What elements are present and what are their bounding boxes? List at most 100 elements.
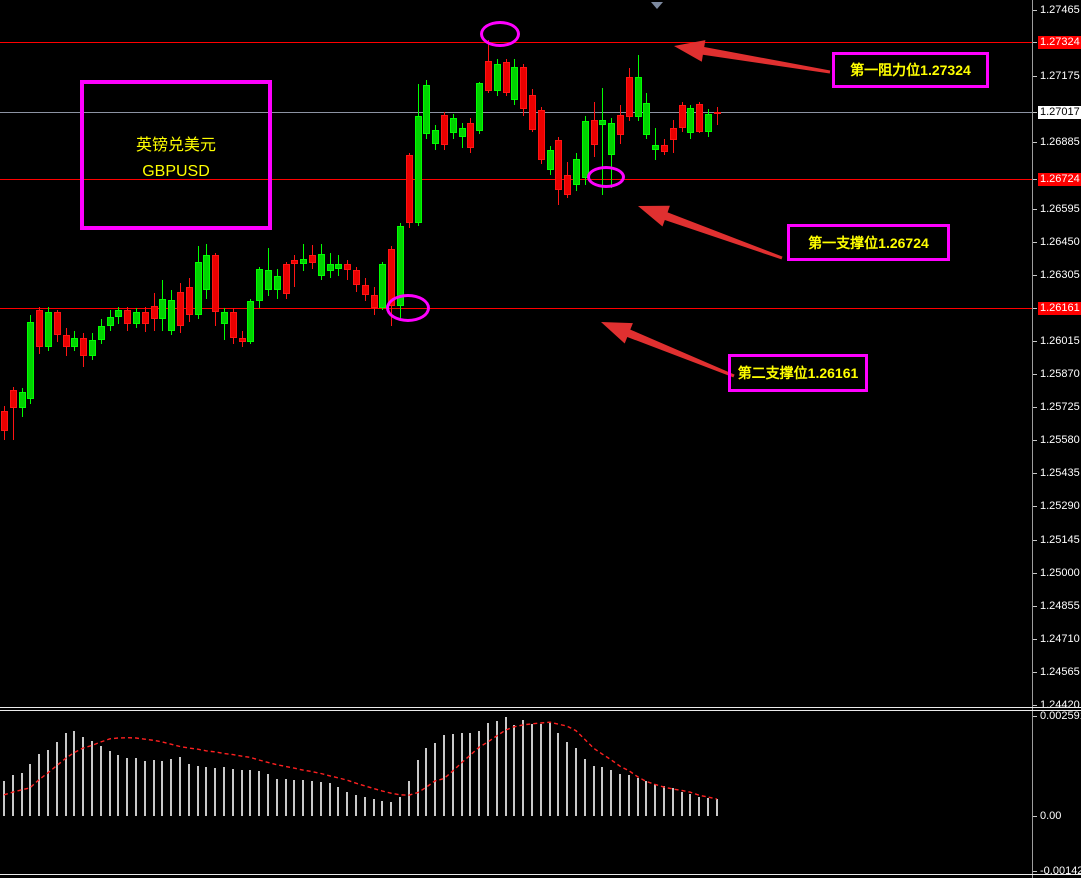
indicator-pane[interactable]: [0, 712, 1032, 874]
price-tick-mark: [1033, 440, 1037, 441]
histogram-bar: [637, 778, 639, 816]
histogram-bar: [21, 773, 23, 816]
price-tick-mark: [1033, 639, 1037, 640]
histogram-bar: [584, 759, 586, 816]
candle: [318, 254, 325, 276]
support1-label: 第一支撑位1.26724: [808, 234, 929, 251]
candle-wick: [655, 128, 656, 160]
support1-label-box[interactable]: 第一支撑位1.26724: [787, 224, 950, 261]
histogram-bar: [628, 775, 630, 816]
candle: [511, 67, 518, 100]
level-line-support2[interactable]: [0, 308, 1032, 309]
price-tick-mark: [1033, 142, 1037, 143]
candle: [379, 264, 386, 308]
histogram-bar: [557, 733, 559, 816]
histogram-bar: [205, 767, 207, 816]
price-tick-label: 1.26015: [1040, 335, 1080, 347]
candle: [415, 116, 422, 223]
bottom-separator: [0, 874, 1081, 875]
indicator-tick-label: 0.002591: [1040, 710, 1081, 722]
histogram-bar: [364, 797, 366, 816]
candle: [309, 255, 316, 263]
candle: [300, 259, 307, 264]
price-tick-label: 1.26724: [1038, 173, 1081, 186]
histogram-bar: [654, 784, 656, 816]
candle: [494, 64, 501, 91]
price-tick-mark: [1033, 573, 1037, 574]
candle: [687, 108, 694, 133]
histogram-bar: [672, 788, 674, 816]
annotation-ellipse-resistance-touch[interactable]: [480, 21, 520, 47]
level-line-current_price[interactable]: [0, 112, 1032, 113]
candle: [54, 312, 61, 335]
histogram-bar: [188, 764, 190, 816]
histogram-bar: [126, 758, 128, 816]
annotation-ellipse-support1-touch[interactable]: [587, 166, 625, 188]
candle: [133, 312, 140, 324]
level-line-resistance1[interactable]: [0, 42, 1032, 43]
indicator-tick-mark: [1033, 716, 1037, 717]
candle: [423, 85, 430, 134]
histogram-bar: [285, 779, 287, 816]
price-tick-label: 1.25000: [1040, 567, 1080, 579]
price-tick-mark: [1033, 209, 1037, 210]
histogram-bar: [276, 779, 278, 816]
histogram-bar: [487, 723, 489, 816]
histogram-bar: [381, 801, 383, 816]
candle: [107, 317, 114, 326]
price-tick-mark: [1033, 672, 1037, 673]
candle: [195, 262, 202, 315]
histogram-bar: [461, 733, 463, 816]
candle: [705, 114, 712, 132]
histogram-bar: [531, 724, 533, 816]
candle: [547, 150, 554, 170]
histogram-bar: [681, 792, 683, 816]
candle: [652, 145, 659, 150]
price-chart-pane[interactable]: [0, 0, 1032, 706]
symbol-annotation-box[interactable]: 英镑兑美元 GBPUSD: [80, 80, 272, 230]
price-tick-label: 1.25145: [1040, 534, 1080, 546]
support2-label-box[interactable]: 第二支撑位1.26161: [728, 354, 868, 392]
histogram-bar: [329, 783, 331, 816]
candle: [714, 112, 721, 114]
price-tick-mark: [1033, 242, 1037, 243]
resistance1-label-box[interactable]: 第一阻力位1.27324: [832, 52, 989, 88]
price-axis[interactable]: 1.27465 1.27324 1.27175 1.27017 1.26885 1.267…: [1032, 0, 1081, 878]
candle: [591, 120, 598, 145]
histogram-bar: [408, 781, 410, 816]
candle: [283, 264, 290, 294]
annotation-ellipse-support2-touch[interactable]: [386, 294, 430, 322]
level-line-support1[interactable]: [0, 179, 1032, 180]
chart-shift-triangle-icon[interactable]: [651, 2, 663, 9]
resistance1-label: 第一阻力位1.27324: [850, 62, 971, 78]
histogram-bar: [337, 787, 339, 816]
candle: [617, 115, 624, 135]
histogram-bar: [56, 742, 58, 816]
price-tick-mark: [1033, 374, 1037, 375]
candle: [203, 255, 210, 290]
price-tick-label: 1.25580: [1040, 434, 1080, 446]
candle: [186, 287, 193, 315]
price-tick-label: 1.24420: [1040, 699, 1080, 711]
candle: [608, 123, 615, 155]
pane-separator[interactable]: [0, 710, 1081, 711]
histogram-bar: [117, 755, 119, 816]
histogram-bar: [566, 742, 568, 816]
histogram-bar: [82, 737, 84, 816]
candle: [327, 264, 334, 271]
histogram-bar: [478, 731, 480, 816]
price-tick-label: 1.27017: [1038, 106, 1081, 119]
histogram-bar: [232, 769, 234, 816]
candle: [265, 270, 272, 290]
pane-separator[interactable]: [0, 707, 1081, 708]
price-tick-mark: [1033, 473, 1037, 474]
candle: [661, 145, 668, 152]
candle: [344, 264, 351, 270]
histogram-bar: [425, 748, 427, 816]
indicator-tick-mark: [1033, 871, 1037, 872]
histogram-bar: [513, 725, 515, 816]
histogram-bar: [698, 797, 700, 816]
candle: [371, 295, 378, 308]
candle: [538, 110, 545, 160]
